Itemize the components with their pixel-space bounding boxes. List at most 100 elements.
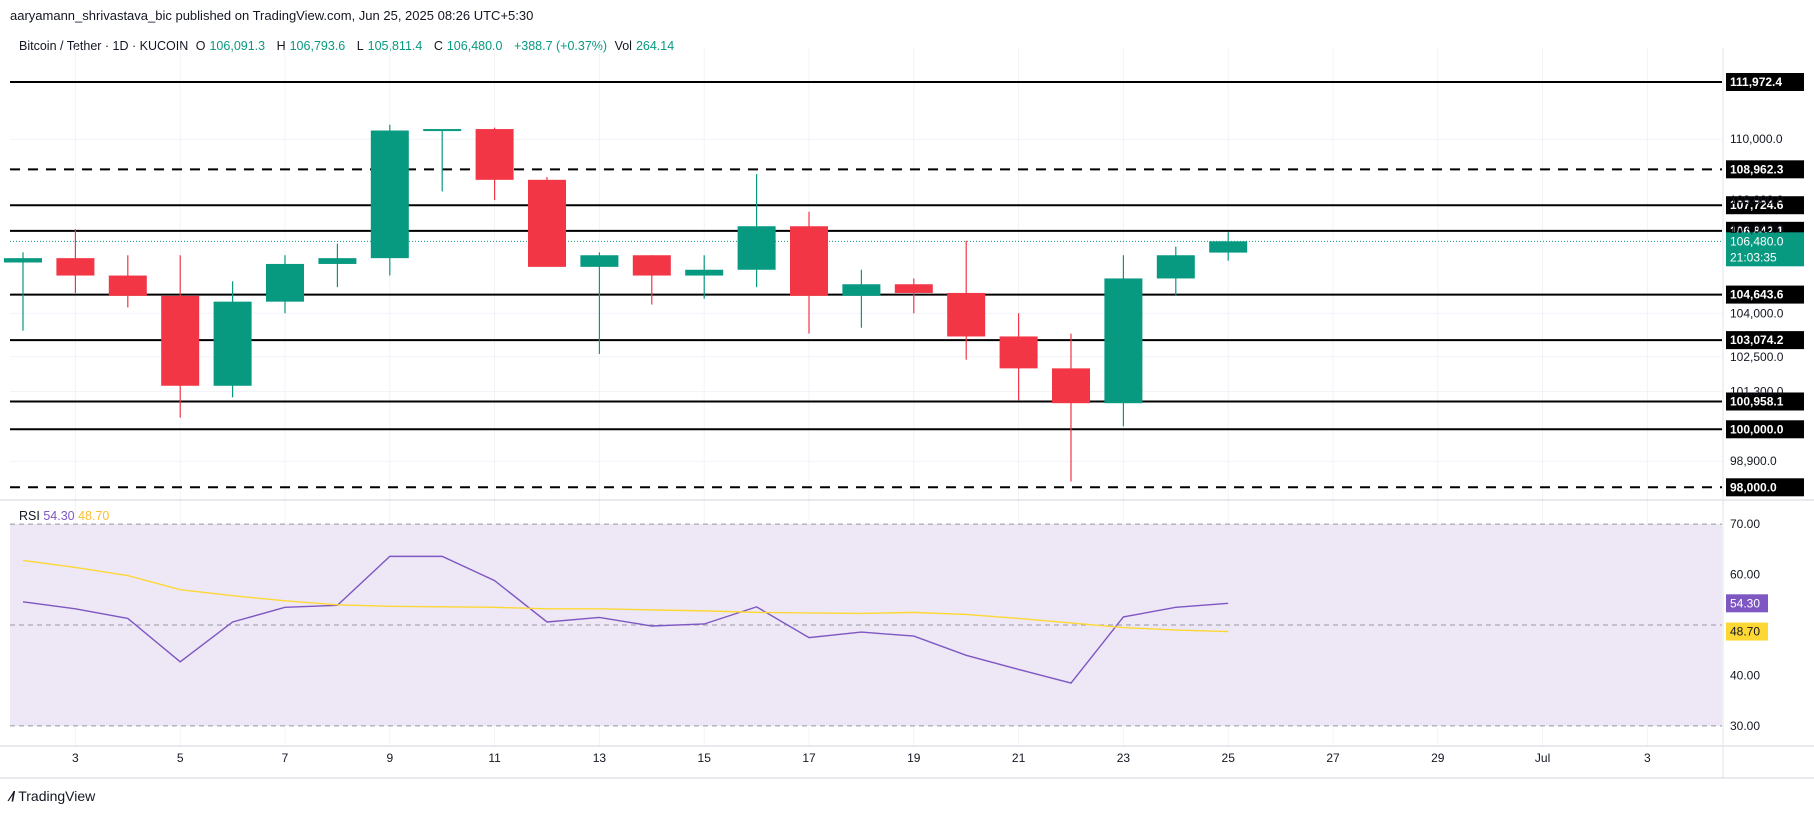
- candle-body-up: [1156, 255, 1195, 279]
- low-key: L: [356, 39, 364, 53]
- high-value: 106,793.6: [289, 39, 346, 53]
- level-label-box: [1726, 392, 1804, 411]
- candle-body-up: [1209, 241, 1248, 253]
- candle-body-up: [213, 301, 252, 386]
- price-tick-label: 101,300.0: [1730, 385, 1784, 399]
- brand-name: TradingView: [18, 788, 96, 804]
- last-price-label: 106,480.0: [1730, 234, 1784, 248]
- change-value: +388.7 (+0.37%): [513, 39, 608, 53]
- price-axis: 110,000.0 104,000.0 102,500.0 101,300.0 98,9…: [1730, 132, 1784, 468]
- rsi-tick-label: 60.00: [1730, 568, 1760, 582]
- price-tick-label: 98,900.0: [1730, 454, 1777, 468]
- rsi-value-box: [1726, 594, 1768, 613]
- candle-body-down: [999, 336, 1038, 369]
- tradingview-logo-icon: ⁄/: [10, 788, 15, 804]
- x-tick-label: 3: [72, 751, 79, 765]
- level-label-box: [1726, 73, 1804, 92]
- rsi-ma-line: [22, 559, 1229, 633]
- price-tick-label: 110,000.0: [1730, 132, 1783, 146]
- rsi-value-label: 54.30: [1730, 596, 1760, 610]
- level-label-box: [1726, 331, 1804, 350]
- candle-body-down: [475, 129, 514, 180]
- candle-body-up: [370, 130, 409, 259]
- candle-body-down: [894, 284, 933, 293]
- high-key: H: [276, 39, 286, 53]
- open-value: 106,091.3: [209, 39, 266, 53]
- x-tick-label: 7: [282, 751, 289, 765]
- x-tick-label: 25: [1222, 751, 1236, 765]
- volume-value: 264.14: [635, 39, 675, 53]
- x-tick-label: 29: [1431, 751, 1445, 765]
- rsi-ma-legend-value: 48.70: [78, 509, 110, 523]
- tradingview-logo[interactable]: ⁄/ TradingView: [10, 788, 95, 804]
- price-tick-label: 102,500.0: [1730, 350, 1784, 364]
- candle-body-down: [528, 179, 566, 267]
- x-tick-label: 15: [698, 751, 712, 765]
- candle-body-up: [318, 258, 357, 264]
- candle-body-down: [161, 295, 200, 386]
- rsi-legend-label[interactable]: RSI: [19, 509, 40, 523]
- x-tick-label: 19: [907, 751, 921, 765]
- level-label-box: [1726, 478, 1804, 497]
- rsi-legend: RSI 54.30 48.70: [19, 509, 109, 523]
- level-label: 98,000.0: [1730, 480, 1777, 494]
- x-tick-label: 5: [177, 751, 184, 765]
- level-label: 100,958.1: [1730, 394, 1784, 408]
- time-axis: 3 5 7 9 11 13 15 17 19 21 23 25 27 29 Jul 3: [72, 751, 1651, 765]
- price-tick-label: 104,000.0: [1730, 306, 1784, 320]
- rsi-line: [22, 555, 1229, 684]
- last-price-box: [1726, 232, 1804, 267]
- price-tick-label: 108,000.0: [1730, 193, 1784, 207]
- x-tick-label: 3: [1644, 751, 1651, 765]
- candle-body-down: [632, 255, 671, 276]
- level-label: 107,724.6: [1730, 198, 1784, 212]
- level-label: 100,000.0: [1730, 422, 1784, 436]
- x-tick-label: 17: [802, 751, 816, 765]
- x-tick-label: 13: [593, 751, 607, 765]
- candle-body-up: [737, 226, 776, 270]
- level-label: 104,643.6: [1730, 288, 1784, 302]
- level-label: 103,074.2: [1730, 333, 1784, 347]
- level-label: 111,972.4: [1730, 75, 1782, 89]
- rsi-pane: 70.00 60.00 40.00 30.00 54.30 48.70: [10, 517, 1768, 733]
- low-value: 105,811.4: [367, 39, 423, 53]
- candle-body-down: [108, 275, 147, 296]
- candle-body-down: [790, 226, 828, 296]
- candle-body-up: [266, 263, 304, 302]
- rsi-tick-label: 70.00: [1730, 517, 1760, 531]
- rsi-value-box: [1726, 622, 1768, 641]
- level-label-box: [1726, 196, 1804, 215]
- countdown-label: 21:03:35: [1730, 250, 1777, 264]
- open-key: O: [195, 39, 206, 53]
- x-tick-label: 27: [1326, 751, 1340, 765]
- candle-body-up: [4, 258, 42, 263]
- rsi-tick-label: 30.00: [1730, 719, 1760, 733]
- x-tick-label: Jul: [1535, 751, 1550, 765]
- level-label-box: [1726, 160, 1804, 179]
- volume-key: Vol: [614, 39, 632, 53]
- close-value: 106,480.0: [446, 39, 503, 53]
- candlesticks: [4, 124, 1248, 482]
- x-tick-label: 21: [1012, 751, 1026, 765]
- candle-body-up: [1104, 278, 1143, 404]
- candle-body-up: [842, 284, 881, 296]
- symbol-label[interactable]: Bitcoin / Tether · 1D · KUCOIN: [19, 39, 189, 53]
- publisher-caption: aaryamann_shrivastava_bic published on T…: [10, 8, 534, 23]
- level-label-box: [1726, 285, 1804, 304]
- candle-body-down: [56, 258, 95, 276]
- candle-body-up: [580, 255, 619, 267]
- x-tick-label: 23: [1117, 751, 1131, 765]
- x-tick-label: 9: [386, 751, 393, 765]
- candle-body-down: [947, 292, 986, 337]
- candle-body-up: [685, 269, 724, 276]
- level-label: 108,962.3: [1730, 162, 1784, 176]
- close-key: C: [433, 39, 443, 53]
- x-tick-label: 11: [488, 751, 501, 765]
- rsi-tick-label: 40.00: [1730, 668, 1760, 682]
- price-tick-label: 107,000.0: [1730, 222, 1784, 236]
- candle-body-down: [1052, 368, 1090, 404]
- candle-body-up: [423, 129, 462, 132]
- horizontal-levels: 111,972.4108,962.3107,724.6106,842.1104,…: [10, 73, 1804, 497]
- rsi-legend-value: 54.30: [43, 509, 75, 523]
